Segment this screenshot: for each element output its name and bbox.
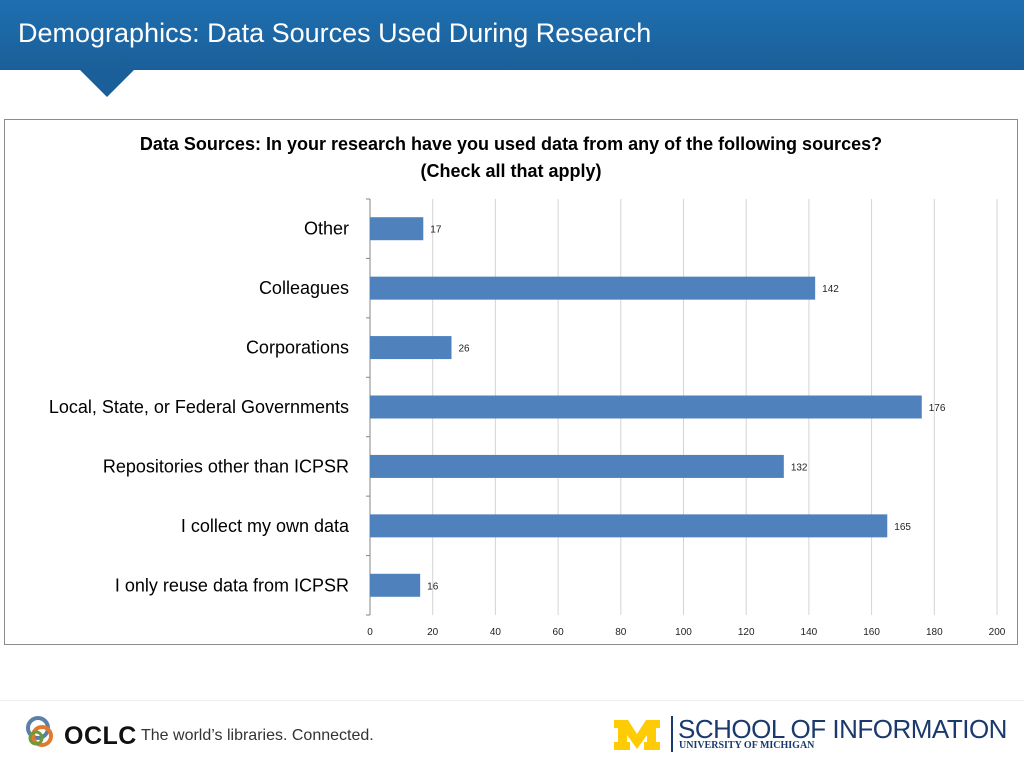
category-label: Colleagues — [259, 278, 349, 298]
x-tick-label: 140 — [801, 627, 818, 638]
block-m-logo-icon — [614, 720, 660, 750]
oclc-tagline: The world’s libraries. Connected. — [141, 727, 374, 744]
bar — [370, 514, 888, 538]
x-tick-label: 80 — [615, 627, 627, 638]
category-label: Other — [304, 219, 349, 239]
data-label: 165 — [894, 522, 911, 533]
category-label: Corporations — [246, 338, 349, 358]
chart-frame — [4, 119, 1018, 645]
x-tick-label: 0 — [367, 627, 373, 638]
page-title: Demographics: Data Sources Used During R… — [18, 18, 652, 48]
data-label: 176 — [929, 403, 946, 414]
bar — [370, 573, 421, 597]
school-name: SCHOOL OF INFORMATION — [678, 714, 1007, 744]
x-tick-label: 160 — [863, 627, 880, 638]
data-label: 142 — [822, 284, 839, 295]
x-tick-label: 40 — [490, 627, 502, 638]
plot-area: 0 20 40 60 80 100 120 140 160 180 200 Other 17 Collea… — [49, 198, 1006, 638]
bar — [370, 276, 816, 300]
bar — [370, 217, 424, 241]
data-label: 17 — [430, 225, 442, 236]
x-tick-label: 100 — [675, 627, 692, 638]
bar-chart: Data Sources: In your research have you … — [49, 134, 1006, 638]
oclc-wordmark: OCLC — [64, 722, 137, 750]
data-label: 26 — [459, 344, 471, 355]
x-tick-label: 200 — [989, 627, 1006, 638]
data-label: 16 — [427, 581, 439, 592]
bar — [370, 395, 922, 419]
category-label: I only reuse data from ICPSR — [115, 575, 349, 595]
logo-divider — [671, 716, 673, 752]
x-tick-label: 20 — [427, 627, 439, 638]
bar — [370, 336, 452, 360]
bar — [370, 454, 784, 478]
chart-subtitle: (Check all that apply) — [420, 161, 601, 181]
oclc-logo-icon — [26, 716, 53, 747]
category-label: I collect my own data — [181, 516, 350, 536]
chart-title: Data Sources: In your research have you … — [140, 134, 882, 154]
x-tick-label: 180 — [926, 627, 943, 638]
header-banner: Demographics: Data Sources Used During R… — [0, 0, 1024, 70]
header-pointer — [80, 70, 134, 97]
data-label: 132 — [791, 462, 808, 473]
footer-divider — [0, 700, 1024, 701]
category-label: Local, State, or Federal Governments — [49, 397, 349, 417]
category-label: Repositories other than ICPSR — [103, 456, 349, 476]
x-tick-label: 60 — [553, 627, 565, 638]
x-tick-label: 120 — [738, 627, 755, 638]
university-name: UNIVERSITY OF MICHIGAN — [679, 740, 815, 751]
